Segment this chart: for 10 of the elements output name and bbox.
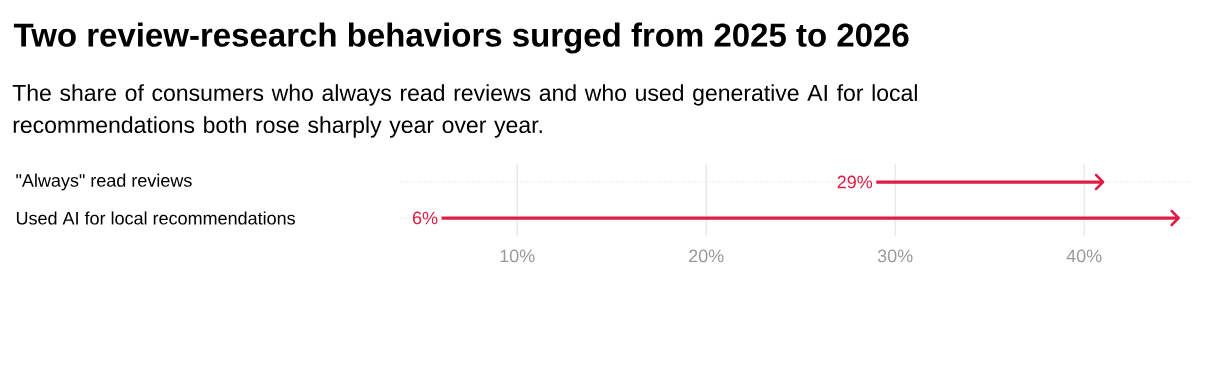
annotation: 6% [412,211,438,225]
y-tick-label: Used AI for local recommendations [16,211,295,225]
chart-subtitle: The share of consumers who always read reviews and who used generative AI for local recommendations both rose sharply year over year. [12,84,917,138]
x-tick-label: 30% [877,249,913,263]
x-tick-label: 10% [500,249,535,263]
annotation: 29% [837,175,873,189]
chart-title: Two review-research behaviors surged from 2025 to 2026 [13,22,909,54]
y-tick-label: "Always" read reviews [16,173,192,191]
x-tick-label: 40% [1066,249,1102,263]
x-tick-label: 20% [689,249,724,263]
